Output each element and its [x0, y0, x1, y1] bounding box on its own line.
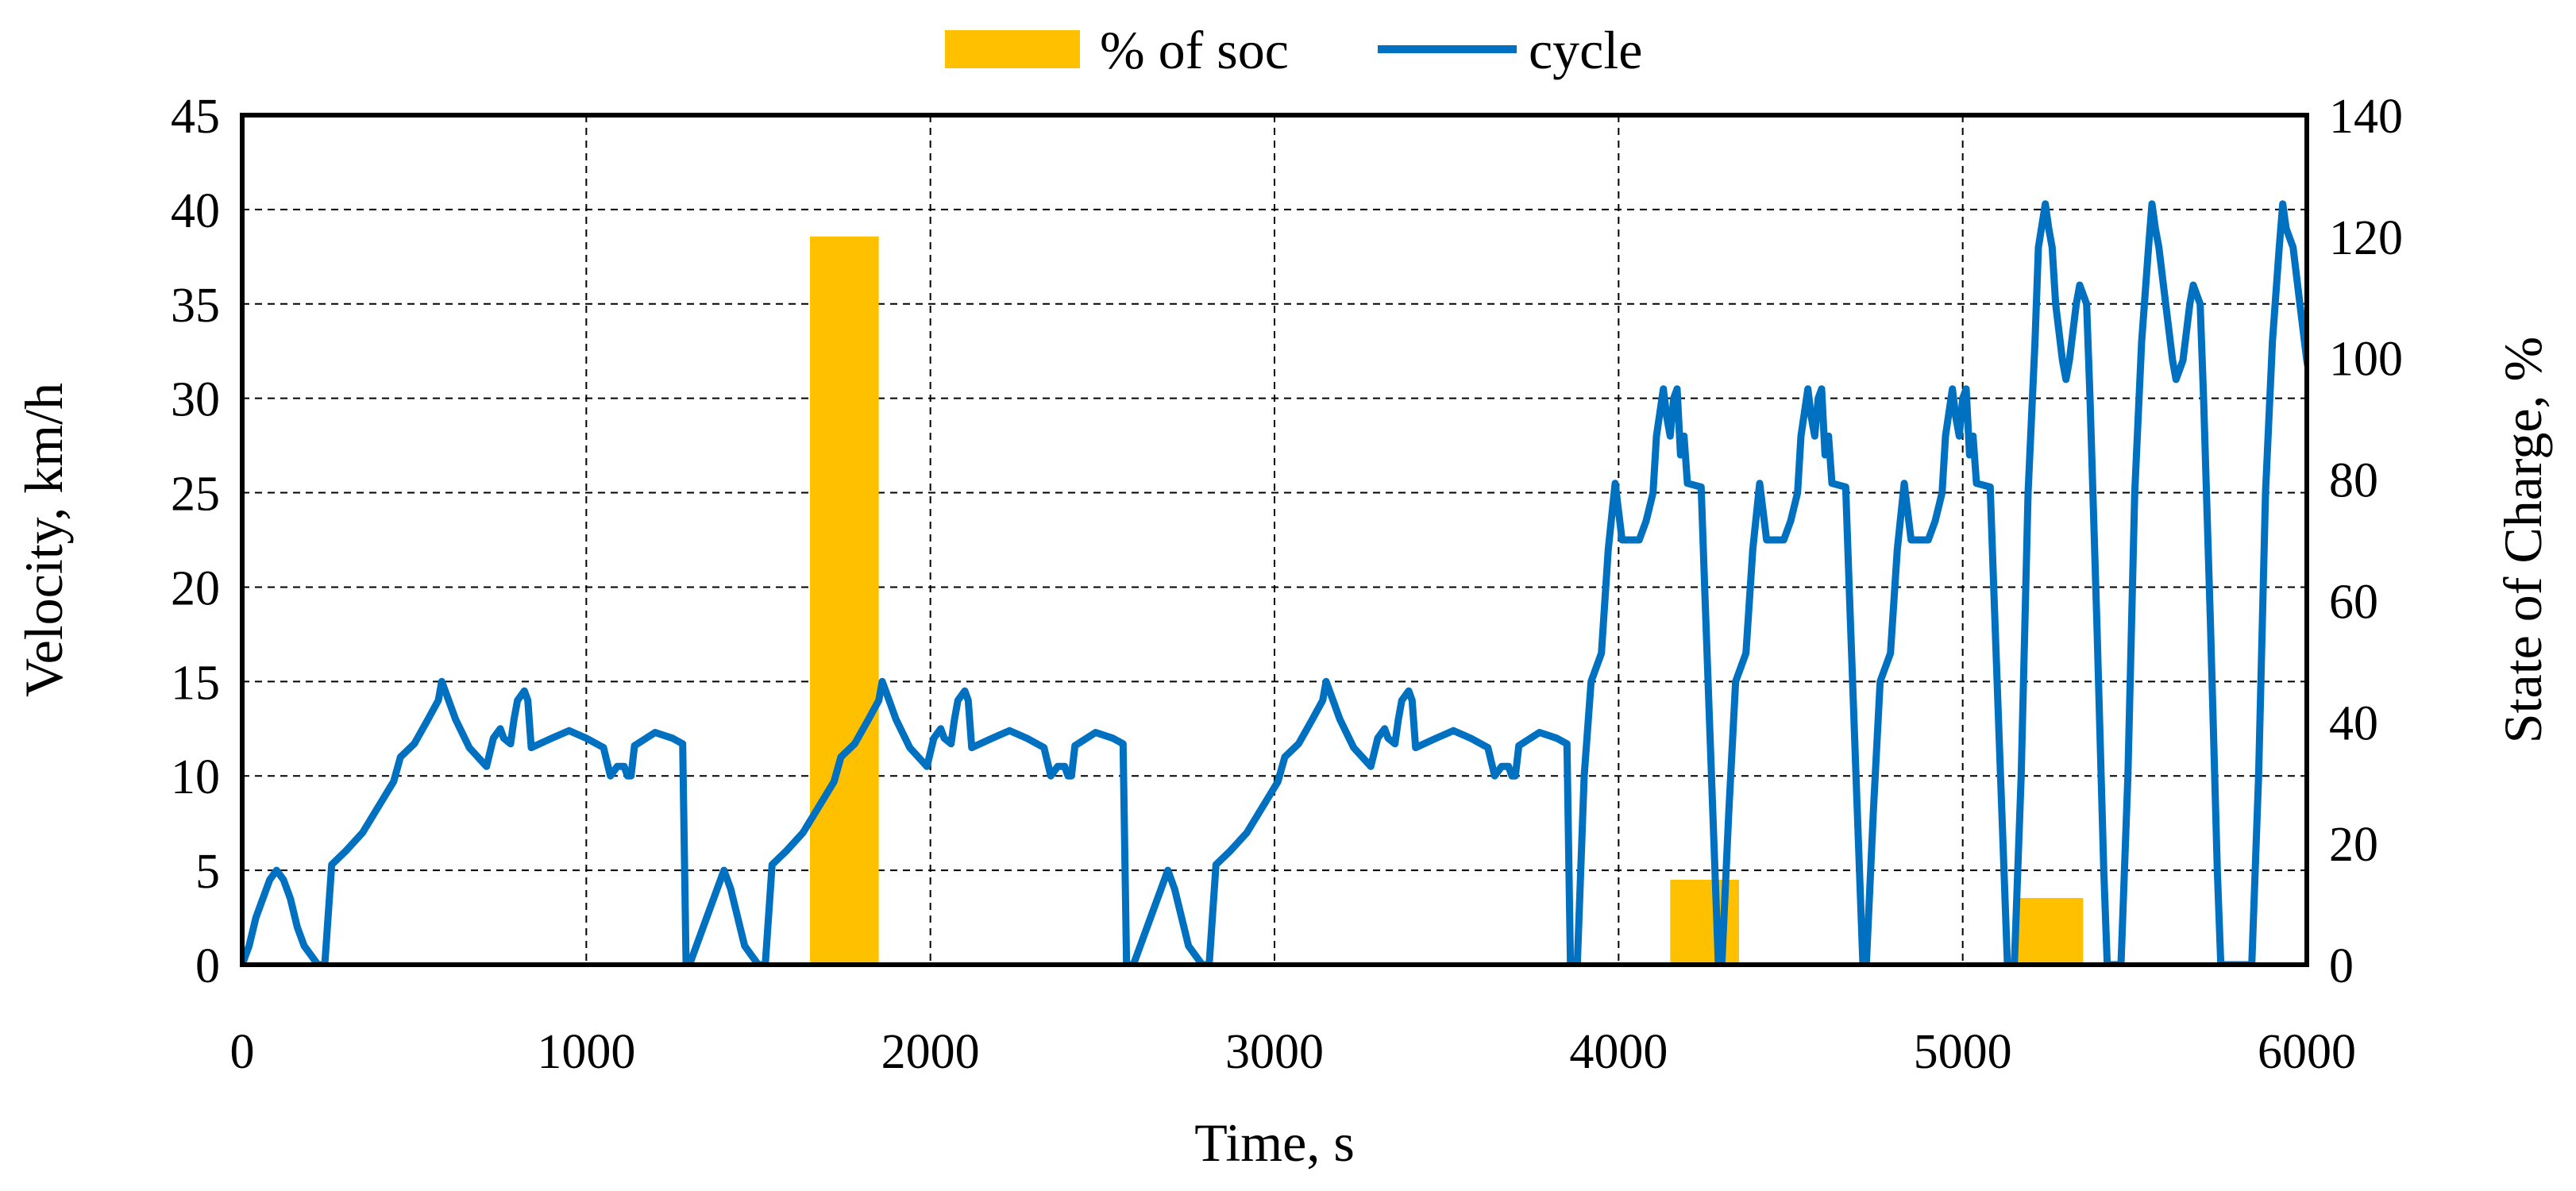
y-left-tick-label: 25 — [171, 468, 220, 522]
cycle-line — [242, 200, 2307, 965]
y-right-tick-label: 60 — [2329, 575, 2378, 629]
y-right-tick-label: 100 — [2329, 333, 2403, 387]
y-axis-left-title: Velocity, km/h — [13, 383, 74, 697]
soc-bar — [810, 236, 879, 965]
gridlines — [242, 115, 2307, 965]
y-right-tick-label: 80 — [2329, 454, 2378, 508]
plot-area-frame — [240, 113, 2309, 967]
y-right-tick-label: 20 — [2329, 818, 2378, 872]
y-left-tick-label: 10 — [171, 750, 220, 804]
y-right-tick-label: 40 — [2329, 696, 2378, 750]
y-left-tick-label: 15 — [171, 656, 220, 710]
x-tick-label: 5000 — [1914, 1025, 2012, 1079]
tick-labels: 0 1000 2000 3000 4000 5000 6000051015202530354… — [171, 90, 2403, 1079]
y-axis-right-title: State of Charge, % — [2493, 337, 2553, 743]
y-right-tick-label: 0 — [2329, 939, 2354, 993]
x-axis-title: Time, s — [1194, 1112, 1355, 1173]
soc-bar — [1670, 880, 1739, 965]
soc-bars — [810, 236, 2084, 965]
y-left-tick-label: 20 — [171, 561, 220, 615]
soc-bar — [2014, 897, 2084, 965]
legend-soc-label: % of soc — [1100, 20, 1289, 80]
x-tick-label: 6000 — [2258, 1025, 2356, 1079]
y-left-tick-label: 35 — [171, 279, 220, 333]
x-tick-label: 2000 — [881, 1025, 980, 1079]
x-tick-label: 0 — [230, 1025, 255, 1079]
legend: % of soc cycle — [945, 20, 1642, 80]
y-right-tick-label: 140 — [2329, 90, 2403, 144]
y-left-tick-label: 0 — [195, 939, 220, 993]
legend-cycle-label: cycle — [1529, 20, 1642, 80]
x-tick-label: 3000 — [1225, 1025, 1324, 1079]
y-left-tick-label: 5 — [195, 845, 220, 899]
x-tick-label: 1000 — [537, 1025, 635, 1079]
x-tick-label: 4000 — [1569, 1025, 1668, 1079]
y-left-tick-label: 40 — [171, 184, 220, 238]
legend-soc-swatch — [945, 30, 1080, 68]
y-left-tick-label: 45 — [171, 90, 220, 144]
y-right-tick-label: 120 — [2329, 211, 2403, 265]
y-left-tick-label: 30 — [171, 373, 220, 427]
cycle-line-group — [242, 200, 2307, 965]
